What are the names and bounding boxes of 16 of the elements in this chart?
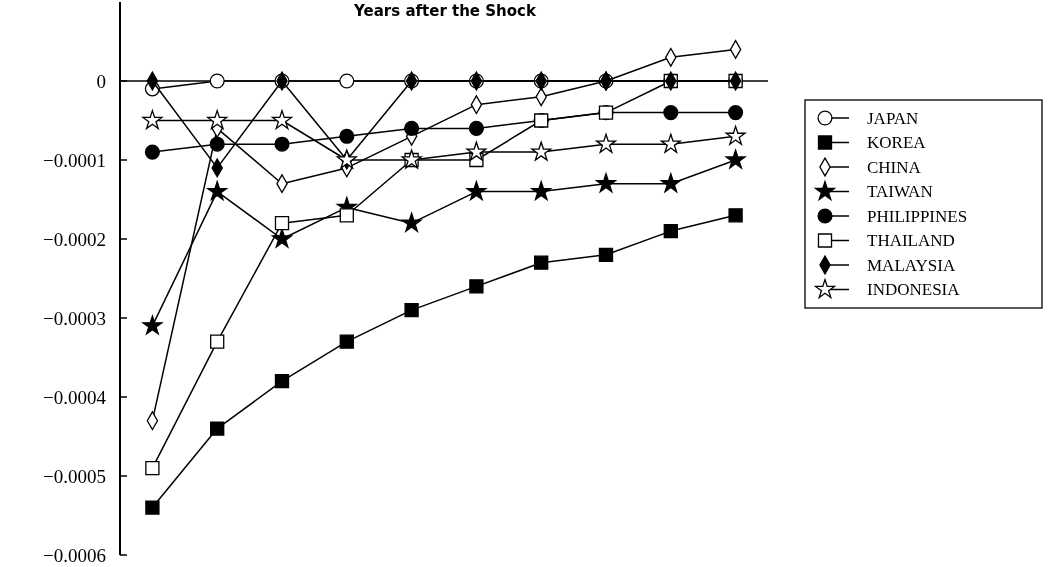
y-tick-label: 0 (96, 70, 106, 92)
x-axis-title: Years after the Shock (353, 2, 537, 20)
legend-label: TAIWAN (867, 182, 933, 202)
legend-label: JAPAN (867, 108, 919, 128)
y-tick-label: −0.0001 (43, 149, 106, 171)
y-tick-label: −0.0005 (43, 465, 106, 487)
legend-label: THAILAND (867, 231, 955, 251)
legend-label: MALAYSIA (867, 255, 956, 275)
y-tick-label: −0.0006 (43, 544, 106, 566)
y-tick-label: −0.0004 (43, 386, 107, 408)
legend-label: PHILIPPINES (867, 206, 968, 226)
legend-label: CHINA (867, 157, 922, 177)
y-tick-label: −0.0003 (43, 307, 106, 329)
y-tick-label: −0.0002 (43, 228, 106, 250)
legend-label: KOREA (867, 133, 927, 153)
legend-label: INDONESIA (867, 280, 961, 300)
